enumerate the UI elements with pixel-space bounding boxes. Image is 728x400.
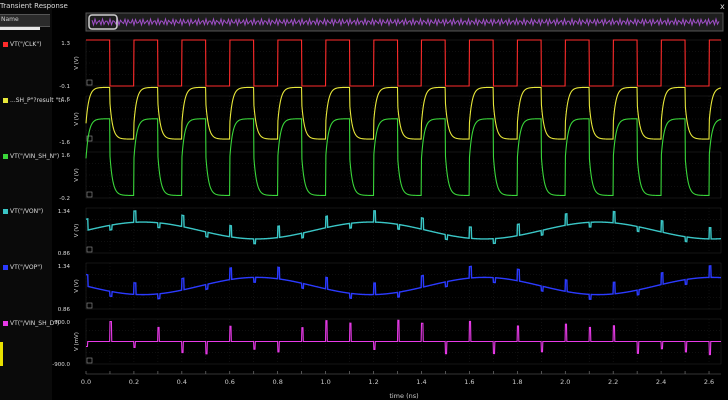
name-column-header[interactable]: Name — [0, 14, 50, 27]
x-tick-label: 0.6 — [225, 378, 235, 386]
signal-vop[interactable]: VT("/VOP") — [3, 264, 42, 274]
x-tick-label: 2.4 — [656, 378, 666, 386]
y-tick-label-top: 1.3 — [61, 41, 70, 47]
panel-marker — [86, 246, 93, 253]
overview-viewport-handle[interactable] — [88, 14, 118, 30]
x-tick-label: 1.8 — [512, 378, 522, 386]
signal-color-swatch — [3, 209, 8, 214]
y-axis-label: V (mV) — [74, 332, 80, 351]
signal-clk-label: VT("/CLK") — [10, 41, 42, 48]
y-tick-label-bottom: -1.6 — [59, 140, 70, 146]
signal-color-swatch — [3, 321, 8, 326]
panel-marker — [86, 357, 93, 364]
signal-clk[interactable]: VT("/CLK") — [3, 41, 41, 51]
y-tick-label-top: 1.6 — [61, 97, 70, 103]
x-tick-label: 0.0 — [81, 378, 91, 386]
series--vt-clk- — [86, 39, 721, 87]
signal-selection-marker — [0, 342, 3, 366]
y-tick-label-bottom: 0.86 — [58, 307, 71, 313]
signal-von[interactable]: VT("/VON") — [3, 208, 43, 218]
signal-sh-p-label: ...SH_P"?result "tr... — [10, 97, 69, 104]
panel-marker — [86, 191, 93, 198]
x-tick-label: 1.0 — [320, 378, 330, 386]
signal-vop-label: VT("/VOP") — [10, 264, 43, 271]
y-tick-label-top: 1.6 — [61, 153, 70, 159]
signal-color-swatch — [3, 42, 8, 47]
series-vop — [85, 265, 722, 300]
y-axis-label: V (V) — [74, 112, 80, 126]
panel-marker — [86, 135, 93, 142]
y-tick-label-top: 900.0 — [54, 320, 70, 326]
y-tick-label-bottom: -0.1 — [59, 84, 70, 90]
overview-waveform — [91, 17, 720, 27]
panel-6: 900.0 -900.0 V (mV) — [52, 318, 722, 368]
x-tick-label: 0.8 — [273, 378, 283, 386]
x-tick-label: 1.2 — [368, 378, 378, 386]
signal-list-panel — [0, 0, 52, 400]
name-filter-input[interactable] — [0, 27, 40, 30]
y-tick-label-top: 1.34 — [58, 209, 71, 215]
series-vin-sh-d — [86, 319, 721, 356]
signal-color-swatch — [3, 154, 8, 159]
signal-color-swatch — [3, 98, 8, 103]
signal-vin-sh-d-label: VT("/VIN_SH_D") — [10, 320, 60, 327]
panel-3: 1.6 -0.2 V (V) — [59, 118, 722, 202]
panel-2: 1.6 -1.6 V (V) — [59, 86, 722, 146]
signal-vin-sh-n[interactable]: VT("/VIN_SH_N") — [3, 153, 59, 163]
panel-marker — [86, 79, 93, 86]
panel-5: 1.34 0.86 V (V) — [58, 262, 722, 313]
signal-sh-p[interactable]: ...SH_P"?result "tr... — [3, 97, 68, 107]
panel-4: 1.34 0.86 V (V) — [58, 207, 722, 257]
series-vin-sh-n — [85, 118, 722, 196]
x-tick-label: 0.2 — [129, 378, 139, 386]
window-title: Transient Response — [0, 2, 68, 10]
panel-marker — [86, 302, 93, 309]
x-axis-label: time (ns) — [389, 392, 418, 400]
x-tick-label: 2.6 — [704, 378, 714, 386]
y-axis-label: V (V) — [74, 279, 80, 293]
signal-von-label: VT("/VON") — [10, 208, 44, 215]
close-icon[interactable]: x — [720, 2, 725, 11]
y-axis-label: V (V) — [74, 168, 80, 182]
y-tick-label-top: 1.34 — [58, 264, 71, 270]
series-von — [85, 210, 722, 245]
panel-1: 1.3 -0.1 V (V) — [59, 39, 722, 90]
y-axis-label: V (V) — [74, 56, 80, 70]
y-axis-label: V (V) — [74, 224, 80, 238]
y-tick-label-bottom: -0.2 — [59, 196, 70, 202]
y-tick-label-bottom: -900.0 — [52, 362, 70, 368]
x-tick-label: 2.2 — [608, 378, 618, 386]
signal-vin-sh-n-label: VT("/VIN_SH_N") — [10, 153, 60, 160]
series-sh-p — [85, 86, 722, 140]
x-tick-label: 1.6 — [464, 378, 474, 386]
x-tick-label: 0.4 — [177, 378, 187, 386]
y-tick-label-bottom: 0.86 — [58, 251, 71, 257]
x-tick-label: 1.4 — [416, 378, 426, 386]
signal-color-swatch — [3, 265, 8, 270]
x-tick-label: 2.0 — [560, 378, 570, 386]
panel-frame — [85, 207, 722, 254]
signal-vin-sh-d[interactable]: VT("/VIN_SH_D") — [3, 320, 59, 330]
